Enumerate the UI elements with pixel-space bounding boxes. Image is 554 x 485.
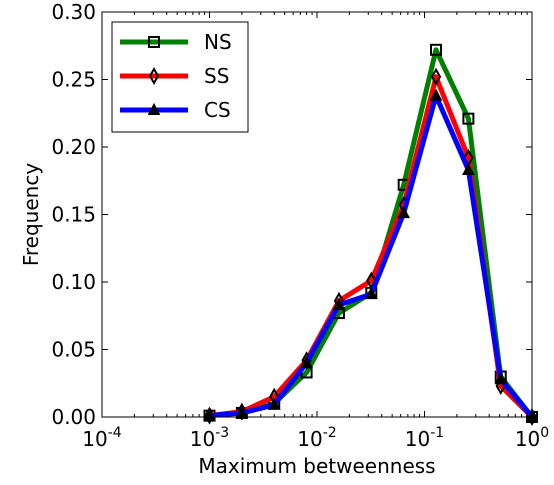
y-tick-label: 0.00 bbox=[51, 405, 96, 429]
data-point-ns bbox=[430, 43, 443, 56]
data-point-cs bbox=[267, 397, 281, 410]
legend-marker bbox=[148, 66, 160, 86]
x-tick-label: 100 bbox=[515, 425, 549, 451]
y-tick-label: 0.10 bbox=[51, 270, 96, 294]
legend-marker bbox=[148, 36, 160, 48]
y-tick-label: 0.30 bbox=[51, 0, 96, 24]
x-tick-label: 10-2 bbox=[297, 425, 336, 451]
data-point-cs bbox=[462, 162, 475, 175]
data-point-cs bbox=[364, 287, 378, 300]
legend-item-ss: SS bbox=[120, 64, 229, 88]
x-tick-label: 10-4 bbox=[82, 425, 122, 451]
series-line-cs bbox=[209, 93, 534, 419]
legend-label: CS bbox=[204, 98, 231, 122]
data-point-cs bbox=[332, 297, 346, 310]
data-point-ns bbox=[462, 112, 475, 125]
series-layer bbox=[203, 43, 539, 427]
series-cs bbox=[203, 88, 539, 422]
legend-label: SS bbox=[204, 64, 229, 88]
legend-label: NS bbox=[204, 30, 232, 54]
y-tick-label: 0.25 bbox=[51, 68, 96, 92]
data-point-ss bbox=[430, 67, 442, 86]
y-tick-label: 0.20 bbox=[51, 135, 96, 159]
legend-marker bbox=[147, 102, 161, 115]
data-point-ss bbox=[236, 402, 248, 421]
y-tick-label: 0.05 bbox=[51, 338, 96, 362]
data-point-cs bbox=[494, 372, 508, 385]
data-point-cs bbox=[300, 355, 313, 368]
series-line-ns bbox=[209, 47, 534, 419]
legend-item-ns: NS bbox=[120, 30, 232, 54]
legend: NS SS CS bbox=[111, 21, 249, 133]
y-axis: 0.00 0.05 0.10 0.15 0.20 0.25 0.30 bbox=[51, 0, 532, 429]
x-tick-label: 10-1 bbox=[405, 425, 444, 451]
y-tick-label: 0.15 bbox=[51, 203, 96, 227]
legend-item-cs: CS bbox=[120, 98, 231, 122]
series-ns bbox=[203, 43, 538, 423]
x-tick-label: 10-3 bbox=[190, 425, 229, 451]
y-axis-label: Frequency bbox=[19, 163, 43, 266]
data-point-cs bbox=[429, 88, 443, 101]
x-axis: 10-4 10-3 10-2 10-1 100 bbox=[82, 12, 549, 451]
data-point-cs bbox=[397, 206, 410, 219]
x-axis-label: Maximum betweenness bbox=[198, 454, 435, 478]
